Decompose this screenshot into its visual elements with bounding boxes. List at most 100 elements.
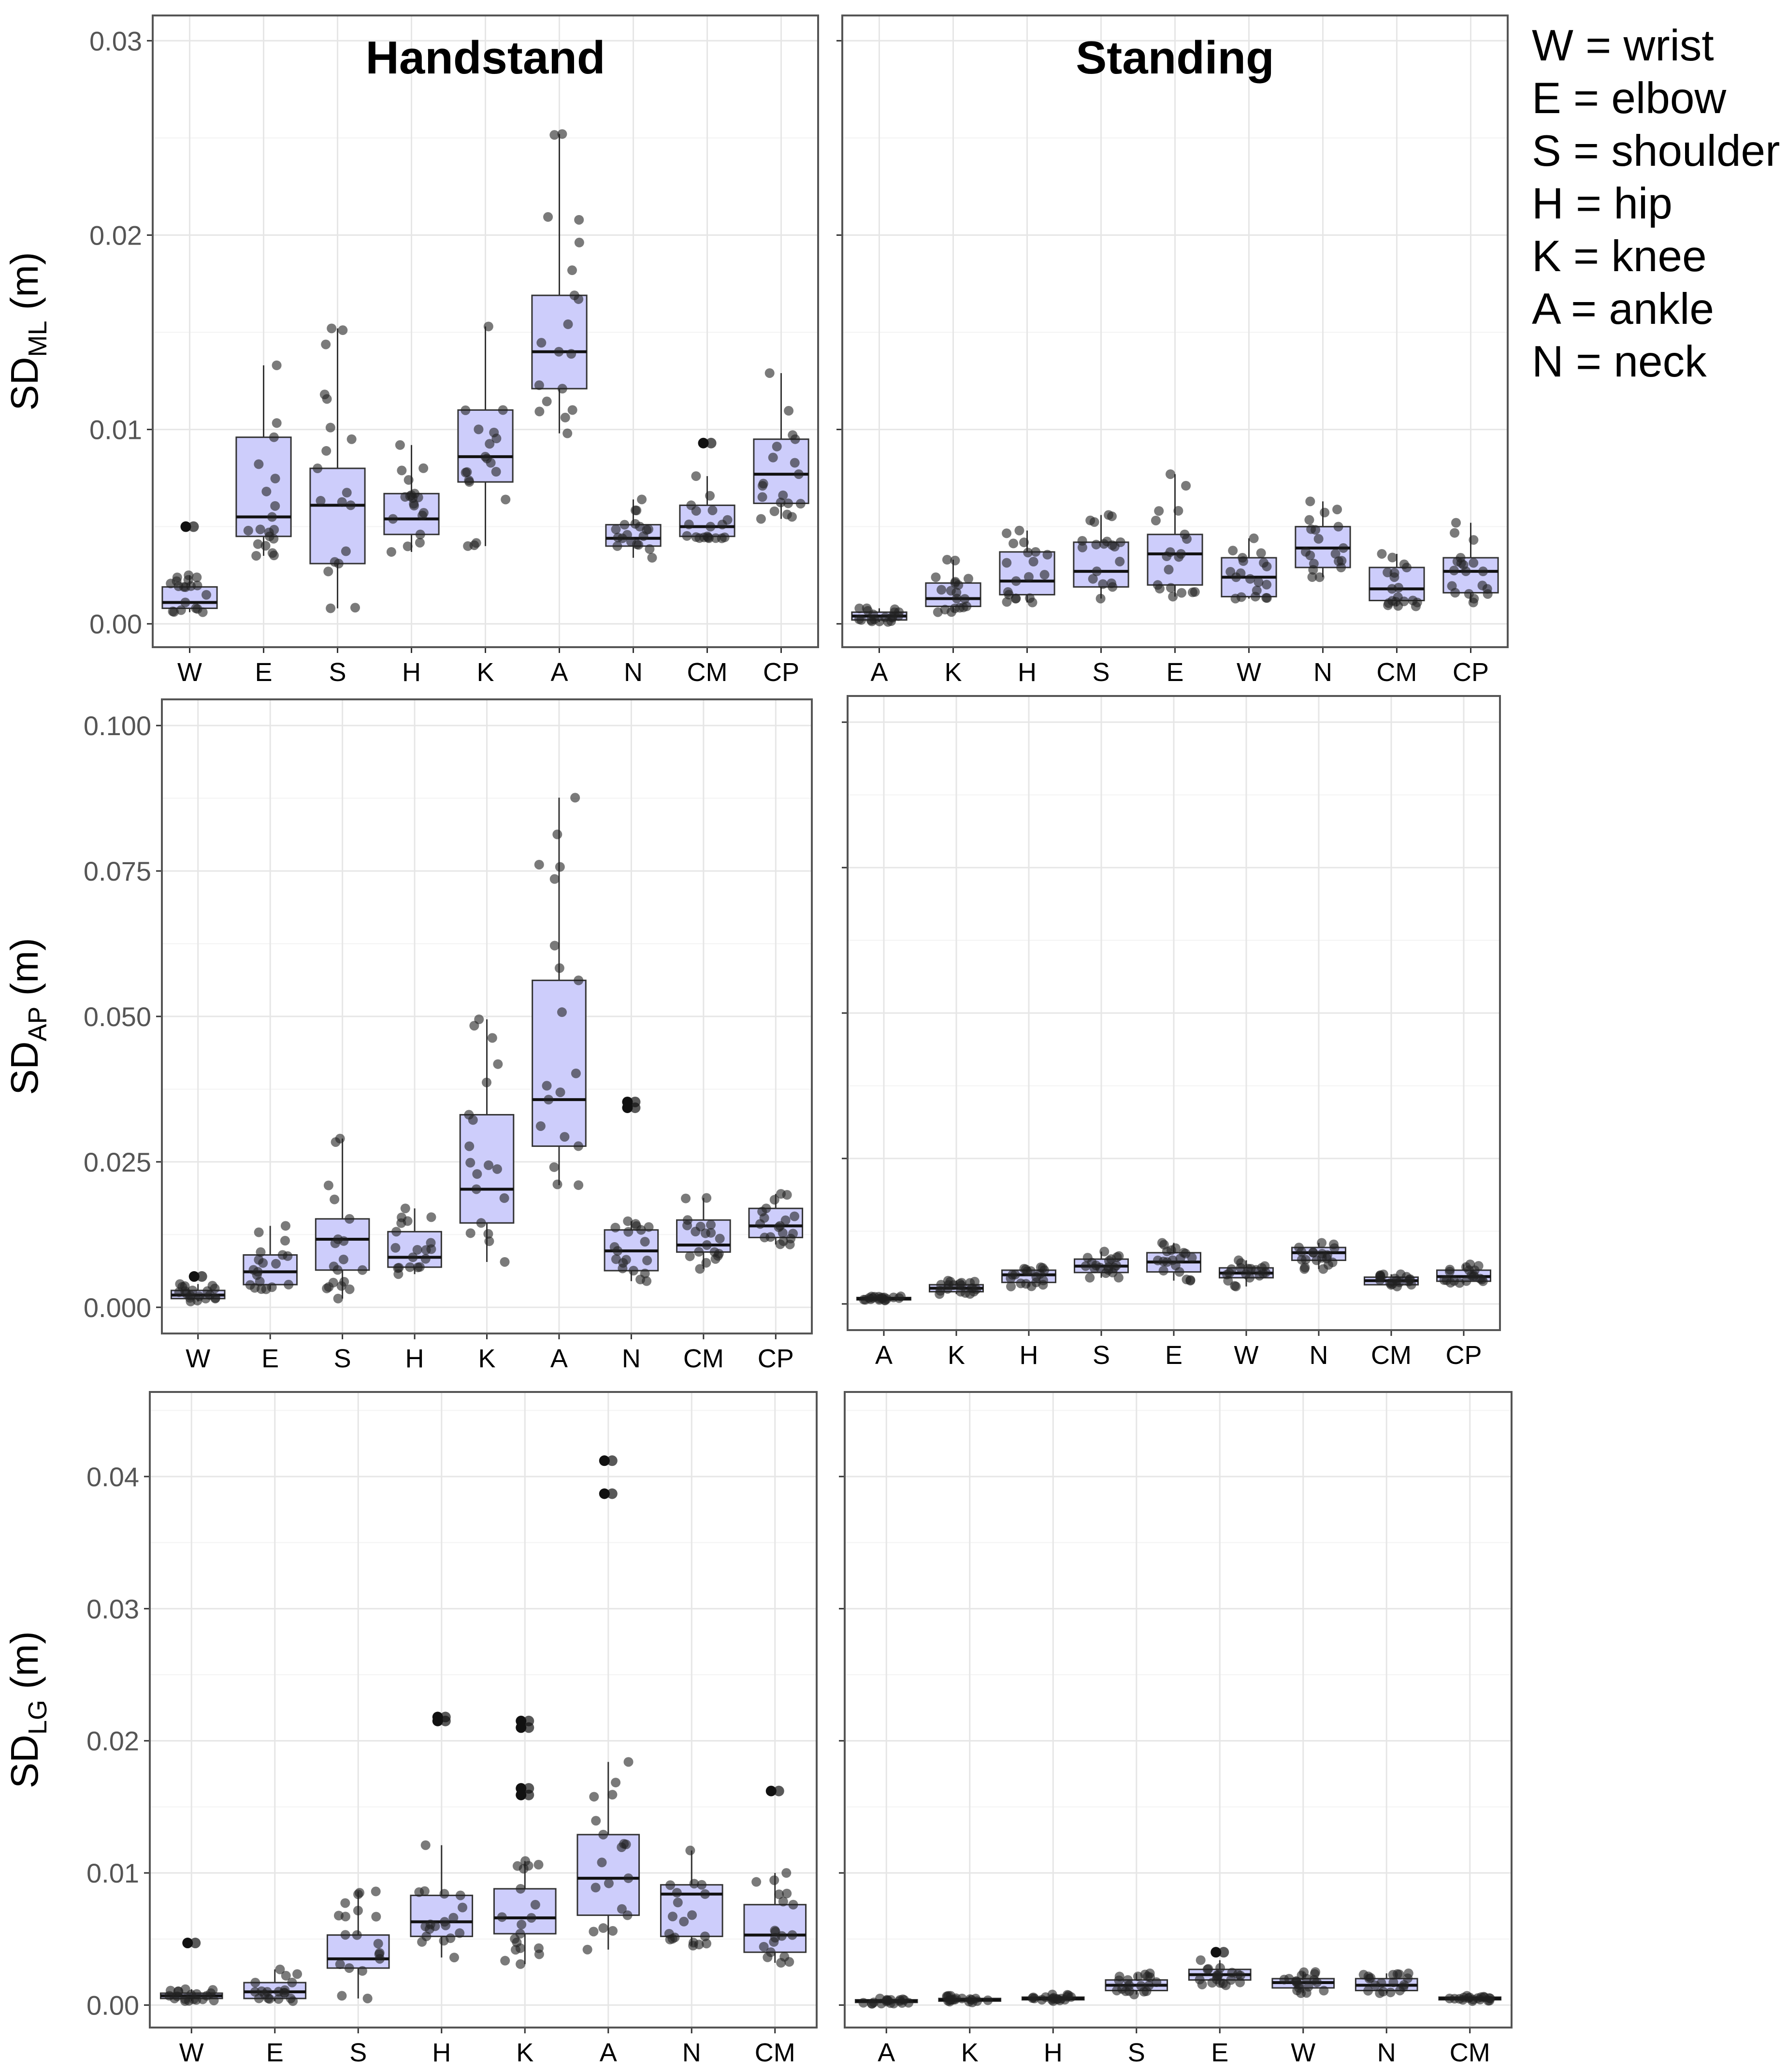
data-point	[500, 1257, 510, 1267]
data-point	[172, 576, 182, 586]
outlier-point	[523, 1783, 534, 1794]
outlier-point	[606, 1455, 618, 1466]
x-tick-label: A	[550, 658, 568, 687]
data-point	[280, 1221, 290, 1231]
x-tick-label: W	[177, 658, 202, 687]
x-tick-label: S	[349, 2038, 367, 2067]
x-tick-label: CP	[758, 1344, 794, 1373]
data-point	[1114, 1971, 1124, 1982]
data-point	[1027, 1993, 1038, 2003]
y-axis-label: SDAP (m)	[3, 938, 52, 1095]
data-point	[485, 439, 495, 449]
data-point	[409, 499, 419, 509]
data-point	[769, 1937, 779, 1947]
box-W	[170, 1271, 226, 1306]
x-tick-label: E	[255, 658, 272, 687]
data-point	[756, 514, 766, 524]
box-A	[854, 1993, 918, 2009]
data-point	[665, 1880, 676, 1890]
y-tick-label: 0.000	[84, 1292, 151, 1323]
x-tick-label: E	[261, 1344, 279, 1373]
data-point	[1236, 1258, 1246, 1268]
data-point	[1377, 549, 1387, 559]
x-tick-label: S	[1093, 1341, 1110, 1370]
data-point	[412, 1245, 422, 1255]
data-point	[439, 1889, 449, 1899]
data-point	[526, 1913, 536, 1923]
data-point	[618, 1263, 628, 1274]
data-point	[1011, 576, 1021, 586]
data-point	[555, 862, 565, 872]
data-point	[552, 829, 562, 840]
data-point	[1124, 1986, 1134, 1996]
x-tick-label: CM	[1371, 1341, 1412, 1370]
data-point	[1162, 1246, 1172, 1257]
data-point	[574, 975, 584, 985]
data-point	[1195, 1974, 1205, 1985]
data-point	[682, 1220, 692, 1231]
data-point	[795, 499, 806, 509]
data-point	[449, 1953, 459, 1963]
data-point	[192, 572, 202, 582]
data-point	[316, 496, 326, 506]
data-point	[682, 531, 692, 541]
data-point	[1031, 547, 1041, 557]
data-point	[574, 237, 584, 247]
data-point	[1450, 528, 1460, 538]
x-tick-label: A	[870, 658, 888, 687]
data-point	[1023, 548, 1033, 558]
data-point	[274, 1994, 284, 2004]
x-tick-label: W	[1291, 2038, 1315, 2067]
data-point	[635, 522, 645, 532]
data-point	[1167, 1255, 1178, 1265]
data-point	[400, 1203, 410, 1214]
data-point	[971, 1284, 981, 1294]
data-point	[1028, 557, 1038, 567]
data-point	[711, 533, 721, 543]
legend-item-wrist: W = wrist	[1532, 21, 1714, 70]
data-point	[1037, 1995, 1047, 2005]
data-point	[621, 1840, 631, 1850]
box-S	[326, 1886, 390, 2003]
data-point	[769, 506, 779, 516]
data-point	[784, 406, 794, 416]
data-point	[1177, 588, 1187, 598]
data-point	[1236, 592, 1246, 602]
data-point	[255, 524, 265, 535]
data-point	[1025, 593, 1035, 603]
data-point	[1203, 1964, 1213, 1974]
box-N	[1291, 1238, 1346, 1274]
data-point	[1002, 528, 1012, 538]
data-point	[1107, 540, 1117, 550]
panel-border	[847, 695, 1501, 1331]
data-point	[533, 1860, 544, 1870]
data-point	[345, 1214, 355, 1224]
legend-item-elbow: E = elbow	[1532, 74, 1727, 123]
x-tick-label: S	[329, 658, 346, 687]
data-point	[1107, 511, 1117, 522]
data-point	[458, 1902, 468, 1913]
outlier-point	[180, 521, 191, 532]
x-tick-label: W	[1237, 658, 1261, 687]
data-point	[1319, 1985, 1329, 1996]
data-point	[574, 294, 584, 304]
data-point	[609, 1242, 620, 1252]
box-S	[1105, 1968, 1168, 2000]
panel-title: Handstand	[365, 32, 605, 84]
data-point	[1151, 515, 1161, 525]
data-point	[352, 1930, 362, 1940]
data-point	[202, 1286, 213, 1296]
box-N	[660, 1845, 723, 1951]
data-point	[267, 512, 277, 522]
data-point	[1404, 1275, 1414, 1285]
y-tick-label: 0.100	[84, 710, 151, 741]
data-point	[536, 338, 547, 348]
data-point	[210, 1283, 220, 1293]
x-tick-label: H	[1020, 1341, 1038, 1370]
data-point	[497, 1912, 507, 1922]
data-point	[512, 1937, 522, 1947]
data-point	[1308, 1247, 1318, 1258]
data-point	[1375, 1270, 1385, 1280]
data-point	[1035, 1269, 1045, 1279]
data-point	[483, 321, 493, 332]
